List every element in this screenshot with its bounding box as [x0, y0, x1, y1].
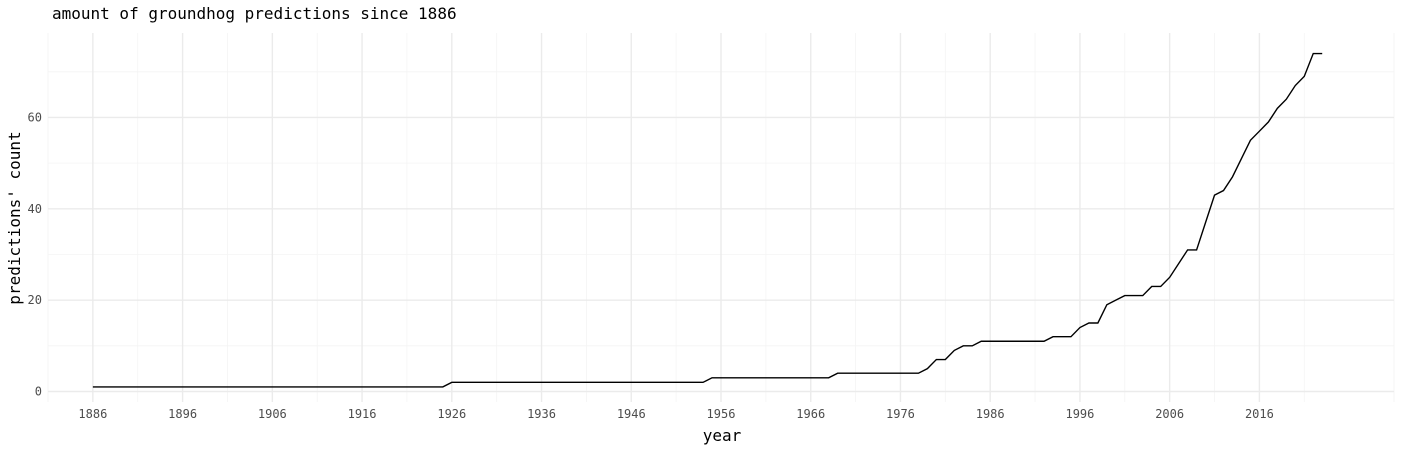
y-tick-label: 20	[28, 293, 42, 307]
y-tick-label: 60	[28, 110, 42, 124]
x-tick-label: 1936	[527, 407, 556, 421]
y-tick-label: 40	[28, 202, 42, 216]
x-tick-label: 2016	[1245, 407, 1274, 421]
x-tick-label: 2006	[1155, 407, 1184, 421]
series-line	[92, 52, 1323, 388]
x-tick-label: 1986	[976, 407, 1005, 421]
x-tick-label: 1996	[1065, 407, 1094, 421]
y-axis-title: predictions' count	[5, 131, 24, 304]
grid	[47, 33, 1395, 402]
chart-title: amount of groundhog predictions since 18…	[52, 4, 457, 23]
x-tick-label: 1946	[617, 407, 646, 421]
x-axis-ticks: 1886 1896 1906 1916 1926 1936 1946 1956 1966 1976…	[78, 407, 1273, 421]
x-tick-label: 1976	[886, 407, 915, 421]
x-tick-label: 1896	[168, 407, 197, 421]
y-tick-label: 0	[35, 384, 42, 398]
x-tick-label: 1956	[707, 407, 736, 421]
x-tick-label: 1966	[796, 407, 825, 421]
x-tick-label: 1926	[437, 407, 466, 421]
x-tick-label: 1906	[258, 407, 287, 421]
x-axis-title: year	[703, 426, 742, 445]
series	[92, 52, 1323, 388]
x-tick-label: 1886	[78, 407, 107, 421]
x-tick-label: 1916	[348, 407, 377, 421]
y-axis-ticks: 0 20 40 60	[28, 110, 42, 398]
